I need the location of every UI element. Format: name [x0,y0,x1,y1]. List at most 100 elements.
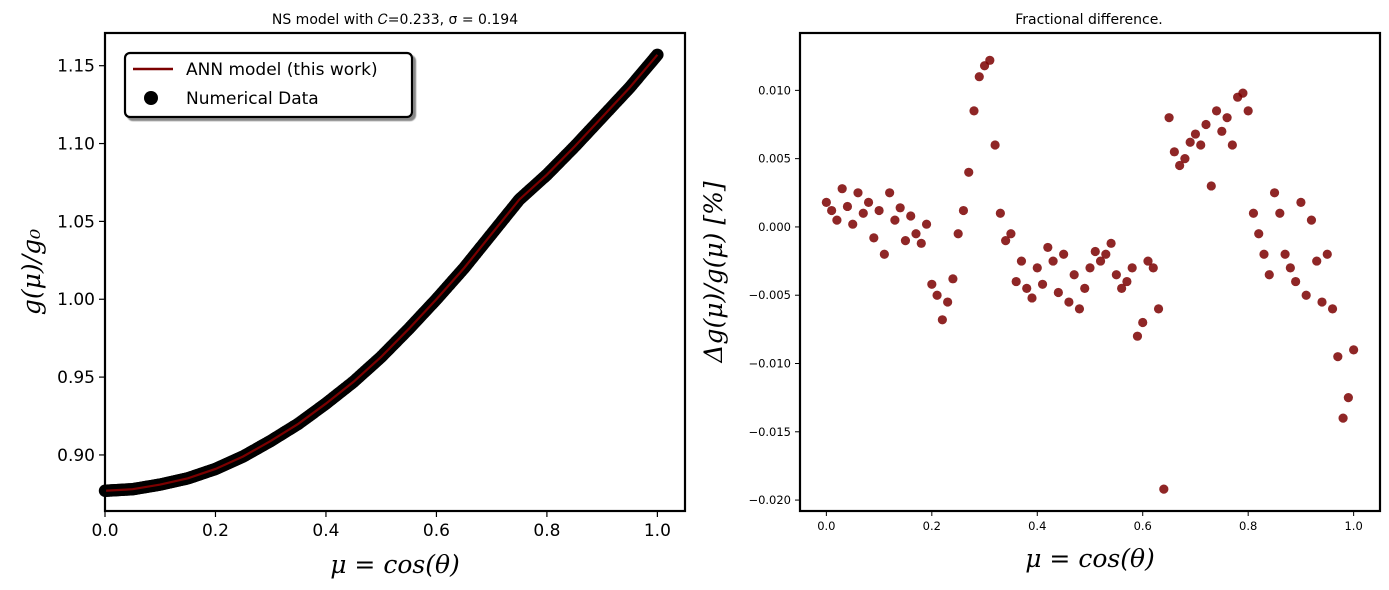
fractional-difference-point [916,238,926,248]
right-y-axis-label: Δg(μ)/g(μ) [%] [699,181,728,363]
fractional-difference-point [1248,208,1259,218]
fractional-difference-point [1301,290,1311,300]
x-tick-label: 0.4 [1028,519,1046,533]
y-tick-label: −0.005 [748,288,791,302]
fractional-difference-point [1190,129,1201,139]
fractional-difference-point [1053,287,1063,298]
fractional-difference-point [1264,270,1274,280]
fractional-difference-point [1180,154,1190,164]
y-tick-label: 1.05 [57,212,95,232]
left-axes-frame [103,31,687,513]
x-tick-label: 0.2 [202,521,229,541]
fractional-difference-point [1111,270,1121,280]
legend-box [123,51,414,119]
fractional-difference-point [1138,317,1148,328]
fractional-difference-point [1238,88,1248,98]
left-y-axis-label: g(μ)/g₀ [17,229,46,315]
right-axes-frame [798,31,1382,513]
fractional-difference-point [1169,147,1179,157]
y-tick-label: 0.000 [758,220,791,234]
fractional-difference-point [1259,249,1269,259]
fractional-difference-point [1349,345,1359,355]
fractional-difference-point [1333,352,1343,362]
legend-point-swatch [144,91,158,105]
x-tick-label: 0.0 [817,519,835,533]
right-chart: Fractional difference. 0.0 0.2 0.4 0.6 0.8 1.… [699,12,1382,573]
fractional-difference-point [943,297,953,307]
y-tick-label: 1.10 [57,135,95,155]
fractional-difference-point [995,208,1005,218]
fractional-difference-point [900,235,911,246]
y-tick-label: −0.010 [748,357,791,371]
fractional-difference-point [1217,126,1227,136]
x-tick-label: 0.0 [91,521,118,541]
y-tick-label: 1.15 [57,57,95,77]
fractional-difference-point [969,106,979,116]
fractional-difference-point [869,233,879,243]
fractional-difference-point [1048,256,1058,266]
fractional-difference-point [921,219,932,229]
fractional-difference-point [1037,279,1048,289]
fractional-difference-point [832,215,842,225]
fractional-difference-point [853,188,863,198]
x-tick-label: 0.8 [1239,519,1257,533]
fractional-difference-point [1280,249,1290,259]
fractional-difference-point [1074,304,1085,314]
y-tick-label: 0.005 [758,152,791,166]
y-tick-label: 1.00 [57,290,95,310]
fractional-difference-point [1206,181,1216,191]
fractional-difference-point [937,315,947,325]
right-x-axis-label: μ = cos(θ) [1025,544,1155,573]
fractional-difference-point [1222,113,1232,123]
fractional-difference-point [1006,229,1016,239]
fractional-difference-point [1032,263,1042,273]
fractional-difference-point [948,274,958,284]
legend: ANN model (this work) Numerical Data [123,51,414,119]
fractional-difference-point [1090,246,1100,257]
fractional-difference-point [953,229,963,239]
fractional-difference-point [1001,235,1011,246]
fractional-difference-point [1016,256,1027,266]
fractional-difference-point [1296,197,1306,207]
x-tick-label: 0.4 [312,521,339,541]
y-tick-label: 0.95 [57,368,95,388]
fractional-difference-point [927,279,937,289]
fractional-difference-point [1185,137,1195,147]
x-tick-label: 0.8 [533,521,560,541]
fractional-difference-point [1269,188,1280,198]
fractional-difference-point [1043,242,1053,253]
fractional-difference-point [1132,331,1143,341]
fractional-difference-point [974,72,984,82]
y-tick-label: 0.010 [758,83,791,97]
fractional-difference-point [1085,263,1095,273]
x-tick-label: 0.6 [1134,519,1152,533]
fractional-difference-point [874,205,884,216]
fractional-difference-point [1306,215,1317,225]
left-x-axis-label: μ = cos(θ) [330,550,460,579]
ann-model-line [104,54,659,492]
fractional-difference-point [1285,263,1295,273]
fractional-difference-point [827,205,837,216]
fractional-difference-point [1175,160,1185,171]
legend-label-ann: ANN model (this work) [186,60,378,80]
y-tick-label: −0.015 [748,425,791,439]
fractional-difference-point [1080,283,1090,293]
fractional-difference-point [1148,263,1158,273]
fractional-difference-point [1291,276,1301,287]
fractional-difference-point [842,201,853,212]
right-x-ticks: 0.0 0.2 0.4 0.6 0.8 1.0 [817,511,1363,533]
left-plot-area [98,48,664,497]
x-tick-label: 1.0 [644,521,671,541]
fractional-difference-point [1227,140,1237,150]
fractional-difference-point [1127,263,1137,273]
fractional-difference-point [1059,249,1069,259]
fractional-difference-point [1117,283,1127,293]
fractional-difference-point [1317,297,1327,307]
fractional-difference-point [1343,393,1353,403]
left-chart: NS model with 𝐶=0.233, σ = 0.194 0.0 0.2 0… [17,12,687,579]
fractional-difference-point [895,203,905,213]
fractional-difference-point [1027,293,1037,303]
right-chart-title: Fractional difference. [1015,12,1163,28]
fractional-difference-point [1254,229,1264,239]
